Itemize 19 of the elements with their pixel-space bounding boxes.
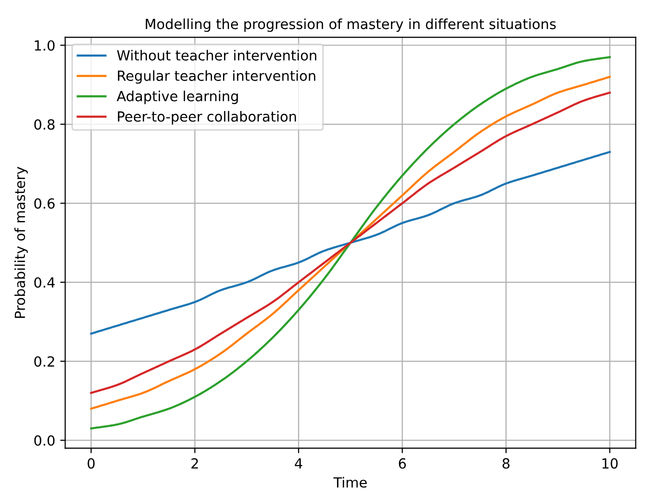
- legend-label: Peer-to-peer collaboration: [118, 111, 296, 124]
- x-tick-label: 10: [602, 458, 618, 469]
- legend-label: Without teacher intervention: [117, 50, 316, 61]
- y-tick-label: 0.4: [34, 277, 55, 288]
- y-axis-title: Probability of mastery: [14, 166, 28, 318]
- legend-label: Regular teacher intervention: [118, 70, 316, 84]
- x-tick-label: 8: [502, 458, 510, 469]
- x-axis-title: Time: [333, 476, 367, 488]
- y-tick-label: 0.6: [34, 198, 55, 209]
- x-tick-label: 6: [398, 458, 406, 469]
- legend-label: Adaptive learning: [116, 90, 238, 104]
- y-tick-label: 0.8: [34, 119, 55, 130]
- x-tick-label: 2: [191, 458, 198, 468]
- y-tick-label: 1.0: [34, 40, 55, 51]
- y-tick-label: 0.0: [34, 435, 55, 446]
- y-tick-label: 0.2: [34, 356, 54, 367]
- chart-title: Modelling the progression of mastery in different situations: [146, 18, 556, 32]
- x-tick-label: 0: [88, 458, 95, 469]
- x-tick-label: 4: [294, 458, 302, 468]
